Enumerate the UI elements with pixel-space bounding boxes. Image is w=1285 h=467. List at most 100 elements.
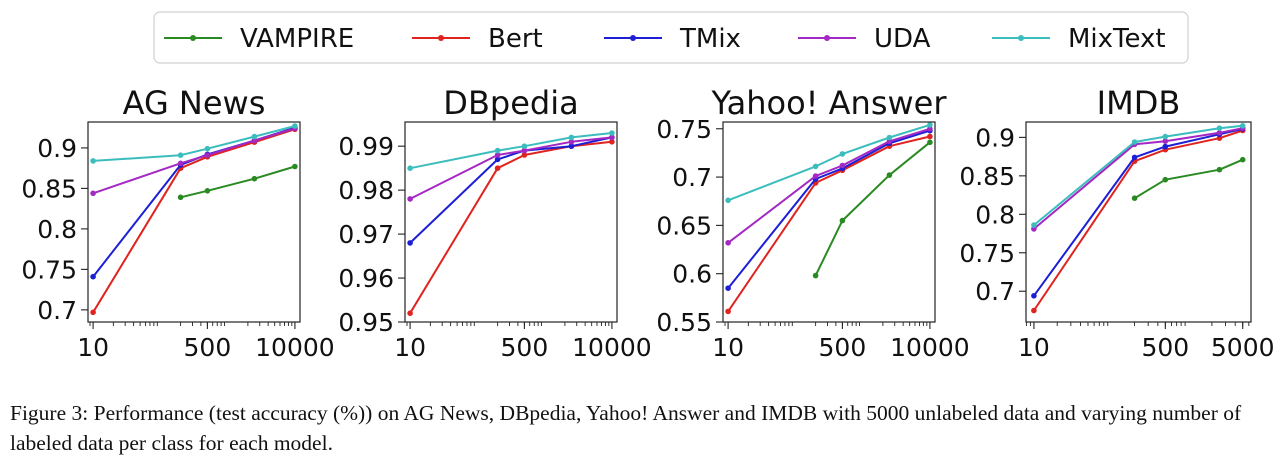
series-line: [409, 132, 613, 170]
series-tmix: [407, 134, 615, 246]
data-point: [1216, 166, 1223, 173]
y-tick-label: 0.95: [338, 308, 394, 337]
x-tick-label: 500: [1141, 333, 1189, 362]
y-tick-label: 0.75: [21, 255, 77, 284]
data-point: [568, 134, 575, 141]
legend-entry-uda: UDA: [798, 24, 931, 54]
series-line: [1134, 158, 1244, 200]
x-minor-ticks: [1025, 322, 1250, 326]
y-tick-label: 0.75: [959, 239, 1015, 268]
series-uda: [407, 134, 615, 202]
y-tick-label: 0.75: [656, 115, 712, 144]
axes-frame: [404, 121, 618, 323]
y-tick-label: 0.97: [338, 220, 394, 249]
chart-panel-imdb: IMDB 10 500 5000 0.7 0.75 0.8 0.85 0.9: [959, 84, 1274, 362]
series-line: [1033, 127, 1243, 297]
data-point: [886, 134, 893, 141]
data-point: [407, 165, 413, 171]
series-line: [409, 136, 613, 200]
legend-label: VAMPIRE: [240, 24, 354, 54]
data-point: [1131, 154, 1138, 161]
legend-label: MixText: [1068, 24, 1166, 54]
legend-label: TMix: [679, 24, 741, 54]
data-point: [568, 143, 575, 149]
series-bert: [407, 139, 615, 317]
data-point: [90, 158, 96, 164]
series-line: [727, 127, 931, 244]
data-point: [494, 147, 501, 154]
series-tmix: [90, 124, 298, 280]
data-point: [725, 308, 731, 315]
data-point: [292, 163, 298, 170]
data-point: [521, 143, 528, 149]
series-vampire: [1131, 156, 1246, 201]
legend-entry-tmix: TMix: [604, 24, 741, 54]
legend-label: Bert: [488, 24, 543, 54]
series-mixtext: [90, 123, 298, 164]
axes-frame: [722, 121, 936, 323]
data-point: [725, 240, 731, 246]
data-point: [251, 175, 258, 182]
series-line: [92, 127, 296, 195]
x-tick-label: 10000: [255, 333, 335, 362]
series-line: [727, 135, 931, 312]
legend-entry-bert: Bert: [412, 24, 543, 54]
data-point: [1239, 123, 1246, 129]
data-point: [1239, 156, 1246, 163]
chart-title: Yahoo! Answer: [710, 84, 947, 122]
y-tick-label: 0.98: [338, 176, 394, 205]
y-tick-label: 0.6: [672, 260, 712, 289]
data-point: [494, 156, 501, 163]
series-tmix: [725, 127, 933, 292]
x-tick-label: 10: [394, 333, 426, 362]
data-point: [812, 163, 819, 170]
y-tick-label: 0.96: [338, 264, 394, 293]
x-tick-label: 10: [1018, 333, 1050, 362]
data-point: [1031, 293, 1037, 299]
x-tick-label: 10000: [572, 333, 652, 362]
data-point: [521, 147, 528, 154]
data-point: [1162, 138, 1169, 144]
legend-marker: [1018, 35, 1024, 41]
data-point: [1131, 139, 1138, 145]
data-point: [886, 172, 893, 178]
y-tick-label: 0.8: [37, 215, 77, 244]
x-tick-label: 10000: [890, 333, 970, 362]
legend-marker: [438, 35, 444, 41]
data-point: [407, 196, 413, 202]
data-point: [725, 197, 731, 204]
series-bert: [90, 126, 298, 316]
x-tick-label: 5000: [1211, 333, 1275, 362]
x-tick-label: 500: [819, 333, 867, 362]
data-point: [725, 285, 731, 292]
legend-label: UDA: [874, 24, 931, 54]
legend-entry-vampire: VAMPIRE: [164, 24, 354, 54]
chart-title: IMDB: [1097, 84, 1181, 122]
series-mixtext: [407, 130, 615, 171]
series-mixtext: [725, 122, 933, 204]
series-line: [1033, 127, 1243, 230]
data-point: [839, 151, 846, 157]
legend-marker: [630, 35, 636, 41]
data-point: [204, 152, 211, 158]
data-point: [1162, 133, 1169, 140]
data-point: [204, 188, 211, 194]
data-point: [1131, 195, 1138, 201]
data-point: [90, 190, 96, 197]
data-point: [494, 152, 501, 158]
series-line: [1033, 129, 1244, 312]
y-tick-label: 0.7: [672, 163, 712, 192]
chart-panel-dbpedia: DBpedia 10 500 10000 0.95 0.96 0.97 0.98 0.99: [338, 84, 651, 362]
data-point: [1031, 222, 1037, 228]
data-point: [1216, 135, 1223, 141]
data-point: [90, 273, 96, 280]
x-tick-label: 500: [501, 333, 549, 362]
data-point: [251, 137, 258, 144]
y-tick-label: 0.9: [975, 123, 1015, 152]
data-point: [927, 122, 933, 128]
data-point: [609, 130, 615, 136]
series-vampire: [177, 163, 298, 201]
x-tick-label: 10: [77, 333, 109, 362]
data-point: [521, 152, 528, 158]
x-minor-ticks: [724, 322, 928, 326]
